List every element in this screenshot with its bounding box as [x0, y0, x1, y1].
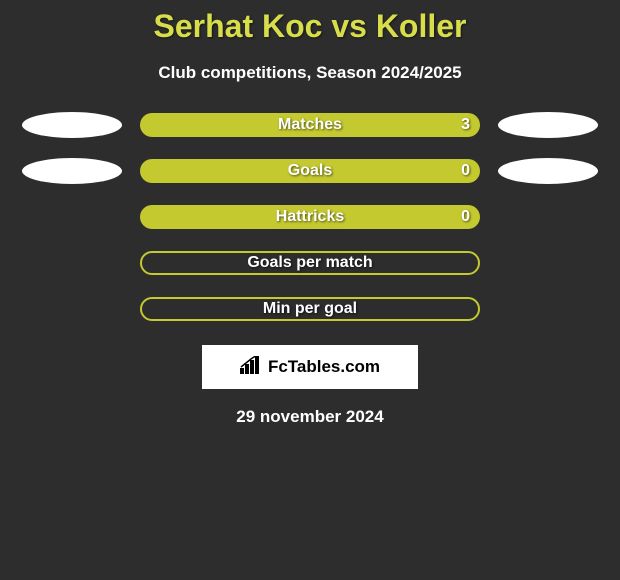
brand-box[interactable]: FcTables.com — [202, 345, 418, 389]
stat-row-goals: Goals 0 — [0, 159, 620, 183]
left-ellipse — [22, 158, 122, 184]
bar-chart-icon — [240, 356, 262, 379]
stat-bar: Matches 3 — [140, 113, 480, 137]
page-container: Serhat Koc vs Koller Club competitions, … — [0, 0, 620, 427]
left-ellipse — [22, 112, 122, 138]
stat-label: Goals — [288, 162, 332, 180]
stat-bar: Goals per match — [140, 251, 480, 275]
brand-text: FcTables.com — [268, 357, 380, 377]
stat-bar: Goals 0 — [140, 159, 480, 183]
right-ellipse — [498, 112, 598, 138]
stats-list: Matches 3 Goals 0 Hattricks 0 Goals — [0, 113, 620, 321]
stat-label: Hattricks — [276, 208, 344, 226]
stat-bar: Min per goal — [140, 297, 480, 321]
stat-value: 3 — [461, 116, 470, 134]
stat-row-min-per-goal: Min per goal — [0, 297, 620, 321]
stat-row-hattricks: Hattricks 0 — [0, 205, 620, 229]
right-ellipse — [498, 158, 598, 184]
stat-row-goals-per-match: Goals per match — [0, 251, 620, 275]
stat-label: Min per goal — [263, 300, 357, 318]
page-subtitle: Club competitions, Season 2024/2025 — [158, 63, 461, 83]
page-title: Serhat Koc vs Koller — [154, 8, 467, 45]
stat-bar: Hattricks 0 — [140, 205, 480, 229]
stat-value: 0 — [461, 208, 470, 226]
footer-date: 29 november 2024 — [236, 407, 383, 427]
stat-label: Matches — [278, 116, 342, 134]
stat-row-matches: Matches 3 — [0, 113, 620, 137]
stat-label: Goals per match — [247, 254, 372, 272]
stat-value: 0 — [461, 162, 470, 180]
